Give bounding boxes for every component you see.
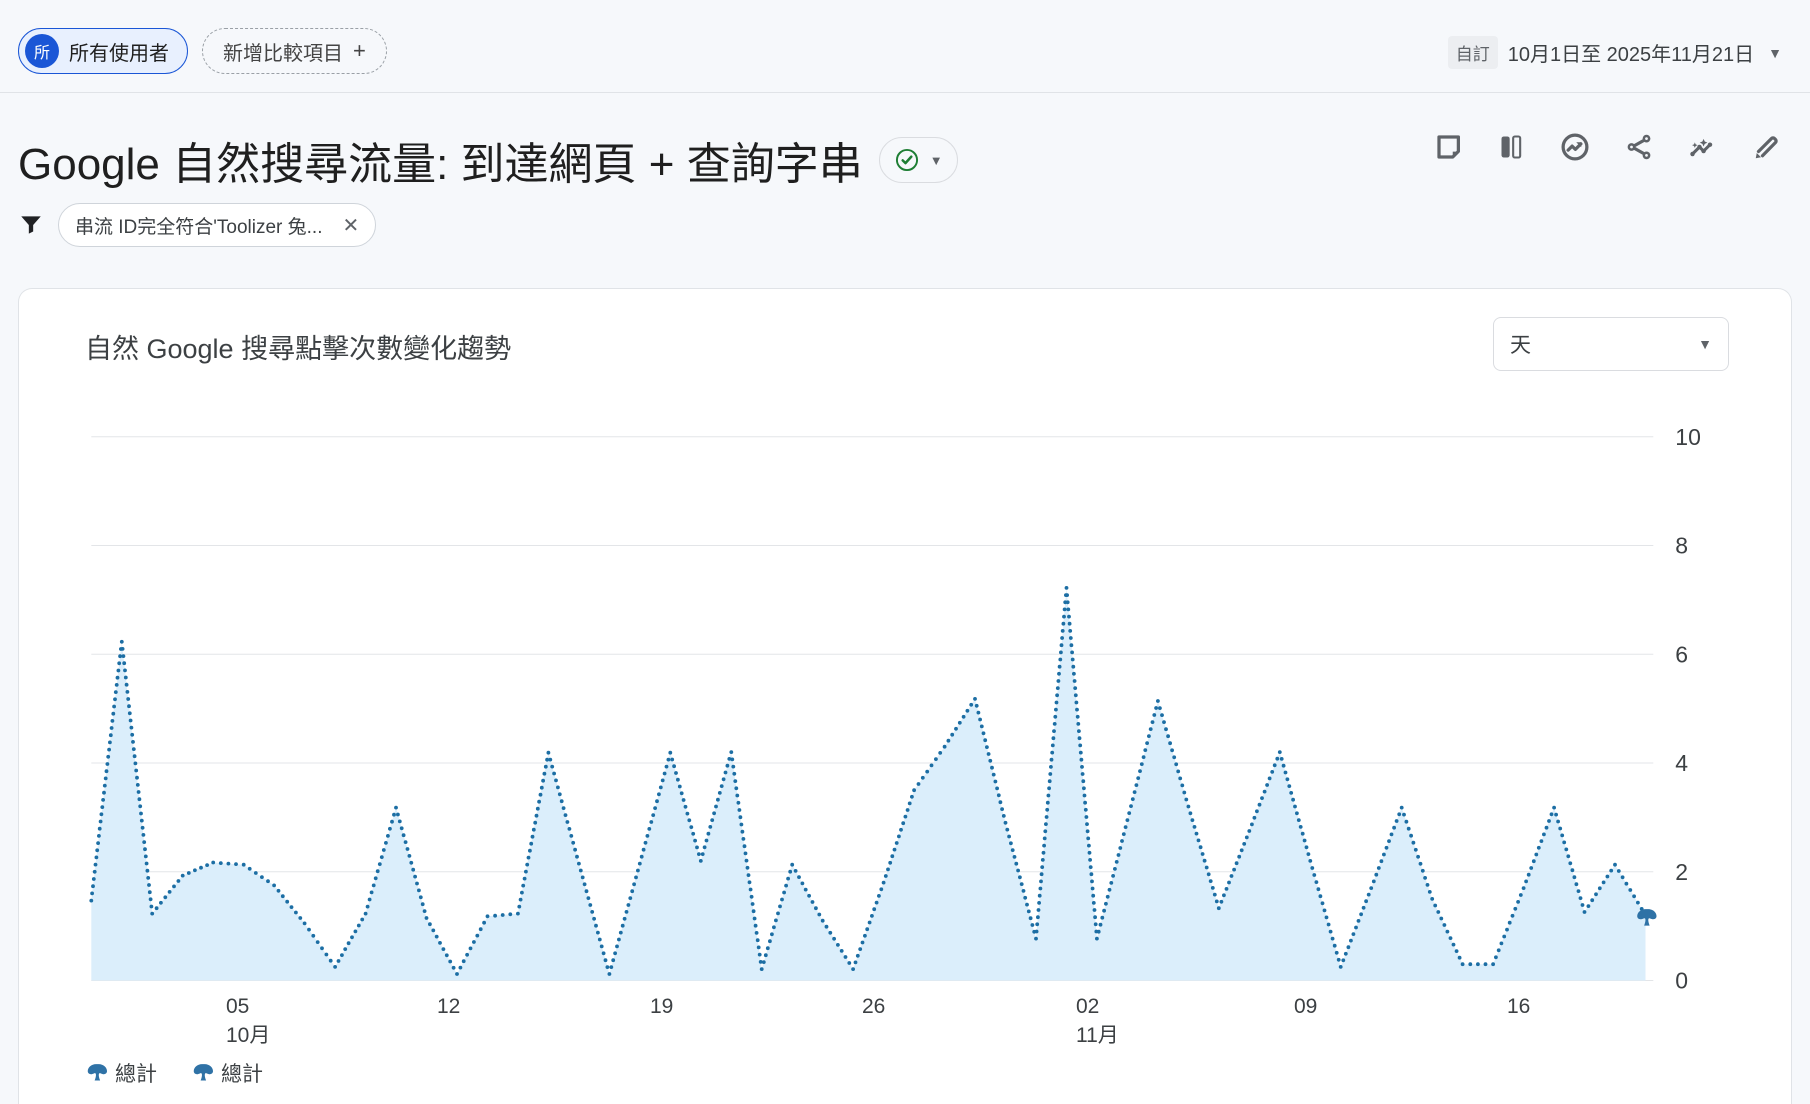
svg-text:8: 8 [1675, 533, 1688, 559]
svg-text:2: 2 [1675, 859, 1688, 885]
svg-text:0: 0 [1675, 968, 1688, 994]
svg-text:4: 4 [1675, 750, 1688, 776]
svg-text:10: 10 [1675, 424, 1701, 450]
svg-text:6: 6 [1675, 641, 1688, 667]
